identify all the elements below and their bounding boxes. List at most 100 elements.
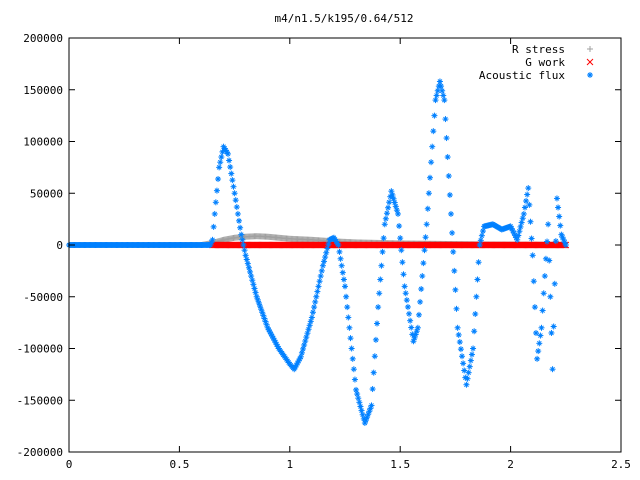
data-point (339, 269, 346, 276)
data-point (438, 83, 445, 90)
data-point (454, 324, 461, 331)
data-point (453, 305, 460, 312)
data-point (538, 324, 545, 331)
data-point (380, 235, 387, 242)
data-point (550, 323, 557, 330)
data-point (407, 317, 414, 324)
data-point (381, 221, 388, 228)
data-point (436, 78, 443, 85)
data-point (400, 271, 407, 278)
data-point (549, 366, 556, 373)
data-point (342, 283, 348, 290)
data-point (414, 324, 421, 331)
data-point (418, 285, 425, 292)
data-point (378, 262, 385, 269)
y-tick-label: 50000 (30, 187, 63, 200)
data-point (529, 252, 536, 259)
data-point (427, 174, 434, 181)
data-point (323, 249, 330, 256)
series-acoustic-flux (66, 78, 569, 427)
data-point (397, 235, 404, 242)
data-point (304, 330, 311, 337)
data-point (527, 218, 534, 225)
data-point (315, 283, 322, 290)
plot-area (66, 78, 570, 427)
data-point (443, 135, 450, 142)
axes: -200000 -150000 -100000 -50000 0 50000 100000 1… (17, 32, 631, 471)
data-point (319, 262, 326, 269)
data-point (516, 228, 523, 235)
data-point (234, 210, 241, 217)
x-tick-label: 1 (286, 458, 293, 471)
data-point (531, 304, 538, 311)
data-point (370, 369, 377, 376)
data-point (218, 154, 225, 161)
data-point (224, 150, 231, 157)
data-point (233, 204, 240, 211)
data-point (449, 229, 456, 236)
x-tick-label: 2.5 (611, 458, 631, 471)
data-point (228, 170, 235, 177)
data-point (534, 355, 541, 362)
data-point (348, 345, 355, 352)
data-point (524, 191, 531, 198)
data-point (209, 236, 216, 243)
data-point (471, 328, 478, 335)
y-tick-label: -200000 (17, 446, 63, 459)
data-point (423, 221, 430, 228)
data-point (457, 346, 464, 353)
data-point (325, 241, 332, 248)
data-point (553, 195, 560, 202)
legend-label: R stress (512, 43, 565, 56)
data-point (425, 190, 432, 197)
data-point (526, 201, 533, 208)
data-point (382, 215, 389, 222)
data-point (236, 217, 243, 224)
data-point (390, 195, 397, 202)
data-point (386, 199, 393, 206)
data-point (358, 407, 365, 414)
data-point (408, 324, 415, 331)
data-point (546, 257, 553, 264)
data-point (217, 159, 224, 166)
y-tick-label: 150000 (23, 84, 63, 97)
data-point (372, 336, 379, 343)
data-point (375, 304, 382, 311)
data-point (417, 298, 424, 305)
data-point (344, 304, 351, 311)
data-point (212, 199, 219, 206)
data-point (470, 345, 477, 352)
data-point (337, 255, 344, 262)
data-point (517, 223, 524, 230)
data-point (452, 286, 459, 293)
data-point (521, 204, 528, 211)
data-point (355, 395, 362, 402)
data-point (345, 314, 352, 321)
data-point (450, 248, 457, 255)
data-point (402, 290, 409, 297)
data-point (424, 205, 431, 212)
data-point (302, 338, 309, 345)
data-point (476, 242, 483, 248)
data-point (544, 238, 551, 245)
data-point (478, 232, 485, 239)
data-point (537, 332, 544, 339)
data-point (230, 183, 237, 190)
data-point (421, 247, 428, 254)
data-point (349, 355, 356, 362)
data-point (444, 154, 451, 161)
data-point (303, 334, 310, 341)
data-point (525, 185, 532, 192)
data-point (520, 210, 527, 217)
data-point (466, 363, 473, 370)
data-point (459, 353, 466, 360)
data-point (398, 247, 405, 254)
data-point (406, 310, 413, 317)
data-point (399, 259, 406, 266)
data-point (462, 374, 469, 381)
data-point (298, 349, 305, 356)
data-point (461, 367, 468, 374)
data-point (422, 234, 429, 241)
legend-label: G work (525, 56, 565, 69)
